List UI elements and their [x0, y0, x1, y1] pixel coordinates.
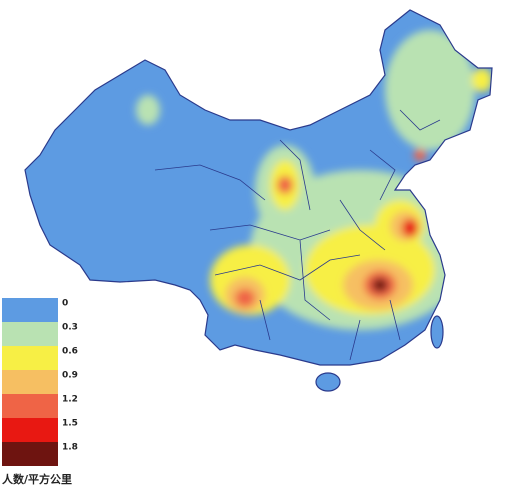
density-region [472, 68, 492, 92]
legend: 0 0.3 0.6 0.9 1.2 1.5 1.8 [2, 298, 78, 466]
legend-label: 1.5 [62, 419, 78, 429]
legend-swatch [2, 370, 58, 394]
country-border [24, 9, 493, 392]
density-region [277, 176, 293, 194]
legend-label: 0.3 [62, 323, 78, 333]
legend-label: 0.6 [62, 347, 78, 357]
legend-label: 0.9 [62, 371, 78, 381]
legend-swatch [2, 418, 58, 442]
legend-label: 1.8 [62, 443, 78, 453]
legend-swatch [2, 346, 58, 370]
legend-swatch [2, 394, 58, 418]
density-region [136, 95, 160, 125]
density-region [402, 219, 418, 237]
legend-swatch [2, 442, 58, 466]
density-region [414, 149, 426, 161]
density-region [235, 289, 255, 307]
density-region [385, 30, 475, 150]
legend-swatch [2, 298, 58, 322]
density-region [372, 278, 388, 292]
legend-title: 人数/平方公里 [2, 472, 72, 486]
legend-label: 0 [62, 299, 68, 309]
legend-swatch [2, 322, 58, 346]
legend-label: 1.2 [62, 395, 78, 405]
province-borders [154, 109, 441, 361]
